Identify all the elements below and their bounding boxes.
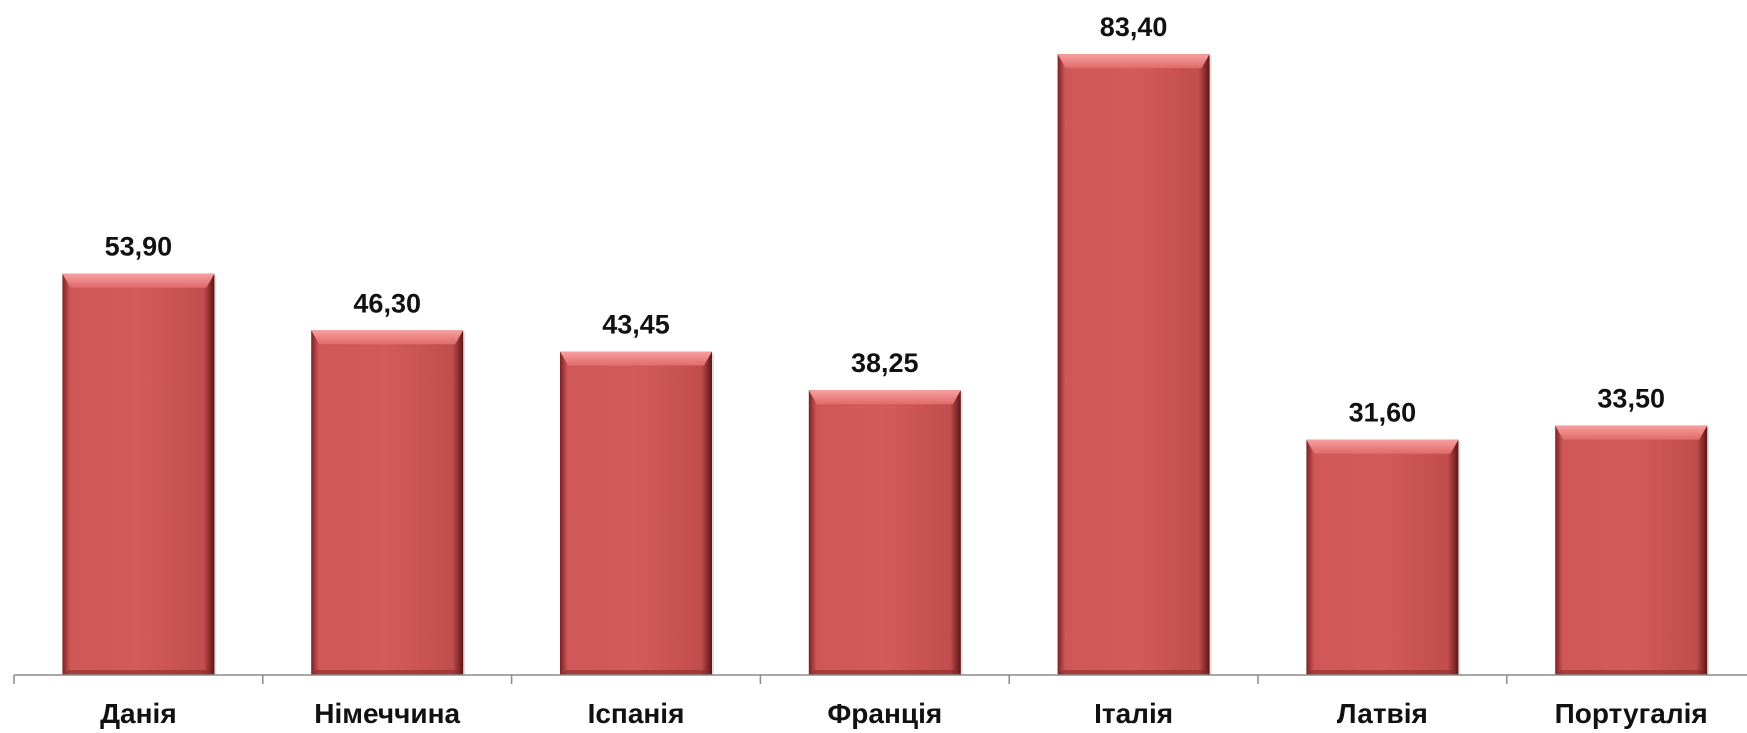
x-tick-label: Латвія (1337, 698, 1428, 729)
bar-body (1555, 425, 1708, 675)
bar-top-bevel (1306, 439, 1459, 454)
bar (808, 390, 963, 675)
bar-top-bevel (560, 351, 712, 366)
bar-bottom-bevel (311, 670, 464, 675)
bar-body (808, 390, 961, 675)
bar (311, 330, 466, 675)
bar-body (311, 330, 464, 675)
x-tick-label: Франція (827, 698, 942, 729)
x-tick-label: Данія (100, 698, 177, 729)
labels-group: 53,90 Данія 46,30 Німеччина 43,45 Іспанія 38,2… (100, 12, 1708, 729)
data-label: 31,60 (1349, 398, 1417, 428)
bar (1306, 439, 1461, 675)
data-label: 38,25 (851, 348, 919, 378)
bar-top-bevel (808, 390, 961, 405)
data-label: 43,45 (602, 310, 670, 340)
bar-bottom-bevel (1057, 670, 1210, 675)
bars-group (62, 54, 1710, 676)
bar-body (1306, 439, 1459, 675)
bar-bottom-bevel (1306, 670, 1459, 675)
data-label: 33,50 (1597, 384, 1665, 414)
x-tick-label: Іспанія (588, 698, 685, 729)
bar (1555, 425, 1710, 675)
bar-body (1057, 54, 1210, 676)
bar-top-bevel (1057, 54, 1210, 69)
bar-body (62, 273, 215, 675)
bar (62, 273, 217, 675)
x-tick-label: Італія (1094, 698, 1173, 729)
bar-bottom-bevel (808, 670, 961, 675)
data-label: 83,40 (1100, 12, 1168, 42)
bar-top-bevel (62, 273, 215, 288)
bar-top-bevel (311, 330, 464, 345)
x-tick-label: Португалія (1555, 698, 1708, 729)
x-axis (13, 674, 1747, 684)
data-label: 53,90 (105, 232, 173, 262)
bar-bottom-bevel (1555, 670, 1708, 675)
bar-body (560, 351, 712, 675)
bar (1057, 54, 1212, 676)
bar-bottom-bevel (560, 670, 712, 675)
data-label: 46,30 (353, 288, 421, 318)
bar-top-bevel (1555, 425, 1708, 440)
bar-bottom-bevel (62, 670, 215, 675)
x-tick-label: Німеччина (314, 698, 460, 729)
bar (560, 351, 714, 675)
